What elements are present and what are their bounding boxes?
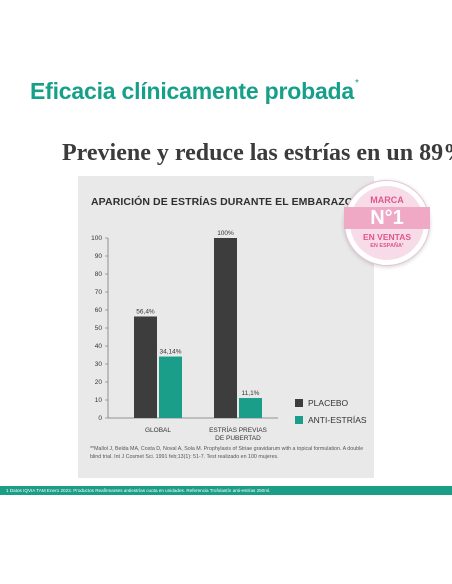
subheadline: Previene y reduce las estrías en un 89%. [62, 140, 452, 166]
legend-swatch-placebo [295, 399, 303, 407]
badge-inner: MARCA N°1 EN VENTAS EN ESPAÑA¹ [344, 186, 430, 260]
y-tick-label: 0 [98, 415, 102, 422]
legend-label-anti: ANTI-ESTRÍAS [308, 415, 367, 425]
headline: Eficacia clínicamente probada* [30, 78, 359, 105]
bar-placebo-1 [214, 238, 237, 418]
y-tick-label: 20 [95, 379, 103, 386]
bar-value-label: 11,1% [242, 390, 260, 397]
bar-value-label: 34,14% [159, 349, 181, 356]
bar-chart: 0 10 20 30 40 50 60 70 80 90 100 56,4% 100% 34,14% 11,… [91, 230, 278, 442]
legend-item-anti: ANTI-ESTRÍAS [295, 415, 367, 425]
y-tick-label: 90 [95, 253, 103, 260]
y-tick-label: 60 [95, 307, 103, 314]
y-tick-label: 100 [91, 235, 102, 242]
footer-bar: 1 Datos IQVIA TAM Enero 2023. Productos … [0, 486, 452, 495]
bar-value-label: 56,4% [136, 308, 155, 315]
number-one-badge: MARCA N°1 EN VENTAS EN ESPAÑA¹ [344, 180, 430, 266]
badge-middle-text: EN VENTAS [362, 232, 412, 242]
chart-panel: APARICIÓN DE ESTRÍAS DURANTE EL EMBARAZO… [78, 176, 374, 478]
y-tick-label: 30 [95, 361, 103, 368]
headline-mark: * [355, 78, 359, 90]
y-tick-label: 10 [95, 397, 103, 404]
y-tick-label: 50 [95, 325, 103, 332]
badge-main-text: N°1 [344, 207, 430, 229]
legend-label-placebo: PLACEBO [308, 398, 349, 408]
badge-bottom-text: EN ESPAÑA¹ [370, 243, 404, 249]
footer-text: 1 Datos IQVIA TAM Enero 2023. Productos … [6, 488, 271, 493]
category-label: DE PUBERTAD [215, 435, 261, 442]
chart-title: APARICIÓN DE ESTRÍAS DURANTE EL EMBARAZO [91, 196, 354, 208]
y-tick-label: 80 [95, 271, 103, 278]
chart-legend: PLACEBO ANTI-ESTRÍAS [295, 398, 367, 432]
headline-text: Eficacia clínicamente probada [30, 78, 354, 104]
badge-top-text: MARCA [370, 195, 404, 205]
category-label: ESTRÍAS PREVIAS [209, 425, 267, 434]
legend-item-placebo: PLACEBO [295, 398, 367, 408]
legend-swatch-anti [295, 416, 303, 424]
bar-placebo-0 [134, 316, 157, 418]
y-tick-label: 40 [95, 343, 103, 350]
category-label: GLOBAL [145, 427, 171, 434]
study-footnote: **Mallol J, Belda MA, Costa D, Noval A, … [90, 446, 364, 460]
bar-anti-0 [159, 356, 182, 418]
bar-value-label: 100% [217, 230, 234, 237]
bar-anti-1 [239, 398, 262, 418]
y-tick-label: 70 [95, 289, 103, 296]
